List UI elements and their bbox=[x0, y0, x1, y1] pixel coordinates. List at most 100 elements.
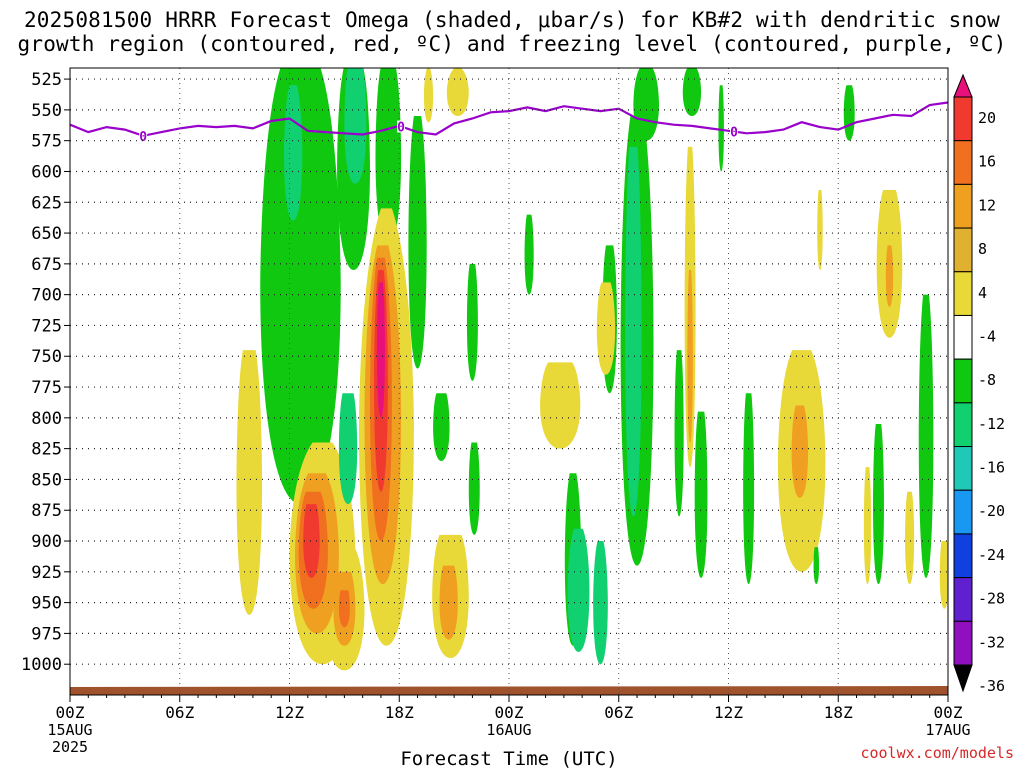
colorbar-label: -16 bbox=[978, 459, 1005, 477]
omega-cell bbox=[694, 411, 708, 578]
x-tick-label: 00Z bbox=[934, 703, 963, 722]
omega-cell bbox=[743, 393, 755, 585]
colorbar-segment bbox=[953, 577, 973, 622]
omega-cell bbox=[338, 393, 358, 505]
y-tick-label: 650 bbox=[31, 224, 62, 244]
y-tick-label: 600 bbox=[31, 162, 62, 182]
omega-cell bbox=[408, 116, 427, 369]
colorbar-segment bbox=[953, 358, 973, 404]
omega-cell bbox=[885, 245, 894, 307]
colorbar-segment bbox=[953, 402, 973, 448]
y-tick-label: 550 bbox=[31, 101, 62, 121]
x-tick-label: 18Z bbox=[824, 703, 853, 722]
y-tick-label: 1000 bbox=[21, 655, 62, 675]
omega-cell bbox=[718, 85, 724, 172]
y-tick-label: 575 bbox=[31, 132, 62, 152]
x-tick-label: 00Z bbox=[56, 703, 85, 722]
colorbar-bottom-arrow bbox=[953, 664, 973, 693]
y-tick-label: 950 bbox=[31, 594, 62, 614]
omega-cell bbox=[236, 350, 263, 615]
x-tick-label: 06Z bbox=[604, 703, 633, 722]
omega-cell bbox=[344, 68, 367, 184]
colorbar-label: -36 bbox=[978, 677, 1005, 695]
freezing-level-label: 0 bbox=[139, 130, 147, 145]
y-tick-label: 525 bbox=[31, 70, 62, 90]
colorbar-segment bbox=[953, 489, 973, 535]
omega-cell bbox=[376, 282, 385, 418]
omega-cell bbox=[682, 68, 702, 117]
colorbar: 20 16 12 8 4 -4 -8 -12 -16 -20 -24 -28 -32 -36 bbox=[953, 73, 1005, 695]
colorbar-segment bbox=[953, 446, 973, 491]
y-tick-label: 675 bbox=[31, 255, 62, 275]
colorbar-label: 20 bbox=[978, 109, 996, 127]
y-tick-label: 625 bbox=[31, 193, 62, 213]
colorbar-label: -28 bbox=[978, 590, 1005, 608]
colorbar-label: 8 bbox=[978, 240, 987, 258]
omega-cell bbox=[791, 405, 809, 498]
y-tick-label: 775 bbox=[31, 378, 62, 398]
x-year-label: 2025 bbox=[52, 738, 88, 756]
colorbar-label: 12 bbox=[978, 196, 996, 214]
y-tick-label: 900 bbox=[31, 532, 62, 552]
colorbar-segment bbox=[953, 271, 973, 316]
colorbar-segment bbox=[953, 533, 973, 579]
omega-cell bbox=[540, 362, 581, 449]
colorbar-label: -12 bbox=[978, 415, 1005, 433]
y-tick-label: 750 bbox=[31, 347, 62, 367]
omega-cell bbox=[905, 491, 915, 585]
omega-cell bbox=[466, 263, 478, 381]
x-axis-title: Forecast Time (UTC) bbox=[400, 748, 617, 768]
x-tick-label: 06Z bbox=[165, 703, 194, 722]
omega-shading: 0 0 0 bbox=[70, 68, 948, 695]
omega-cell bbox=[284, 85, 303, 221]
x-tick-label: 12Z bbox=[275, 703, 304, 722]
y-tick-label: 825 bbox=[31, 440, 62, 460]
colorbar-top-arrow bbox=[953, 73, 973, 98]
freezing-level-line bbox=[70, 101, 948, 137]
colorbar-segment bbox=[953, 96, 973, 142]
chart-title-line-2: growth region (contoured, red, ºC) and f… bbox=[17, 32, 1007, 56]
y-tick-label: 875 bbox=[31, 501, 62, 521]
omega-cell bbox=[873, 423, 884, 585]
site-credit: coolwx.com/models bbox=[860, 744, 1014, 762]
x-tick-label: 00Z bbox=[495, 703, 524, 722]
colorbar-label: -24 bbox=[978, 546, 1005, 564]
omega-cell bbox=[260, 68, 341, 505]
x-date-label: 17AUG bbox=[925, 721, 970, 739]
y-tick-label: 725 bbox=[31, 316, 62, 336]
colorbar-label: -32 bbox=[978, 633, 1005, 651]
omega-cell bbox=[567, 528, 590, 652]
colorbar-label: 4 bbox=[978, 284, 987, 302]
x-date-label: 16AUG bbox=[486, 721, 531, 739]
omega-cell bbox=[674, 350, 684, 517]
x-tick-label: 18Z bbox=[385, 703, 414, 722]
omega-cell bbox=[524, 214, 534, 295]
omega-cell bbox=[813, 547, 820, 585]
omega-cell bbox=[593, 541, 608, 665]
omega-cell bbox=[625, 146, 642, 517]
colorbar-segment bbox=[953, 620, 973, 666]
omega-cell bbox=[423, 68, 434, 123]
omega-cell bbox=[303, 504, 320, 578]
y-tick-label: 850 bbox=[31, 470, 62, 490]
y-tick-label: 700 bbox=[31, 286, 62, 306]
colorbar-segment bbox=[953, 183, 973, 229]
omega-cell bbox=[918, 294, 934, 578]
colorbar-label: -4 bbox=[978, 328, 996, 346]
omega-cell bbox=[446, 68, 469, 117]
y-tick-label: 925 bbox=[31, 563, 62, 583]
x-date-label: 15AUG bbox=[47, 721, 92, 739]
omega-cell bbox=[843, 85, 855, 141]
y-tick-label: 975 bbox=[31, 624, 62, 644]
freezing-level-label: 0 bbox=[397, 121, 405, 136]
colorbar-label: 16 bbox=[978, 153, 996, 171]
y-axis: 525 550 575 600 625 650 675 700 725 750 775 800 825 8… bbox=[21, 70, 70, 675]
omega-cell bbox=[687, 270, 693, 443]
colorbar-label: -20 bbox=[978, 502, 1005, 520]
omega-cell bbox=[596, 282, 616, 375]
omega-cell bbox=[939, 541, 948, 609]
omega-cell bbox=[375, 68, 402, 246]
omega-cell bbox=[863, 467, 872, 585]
